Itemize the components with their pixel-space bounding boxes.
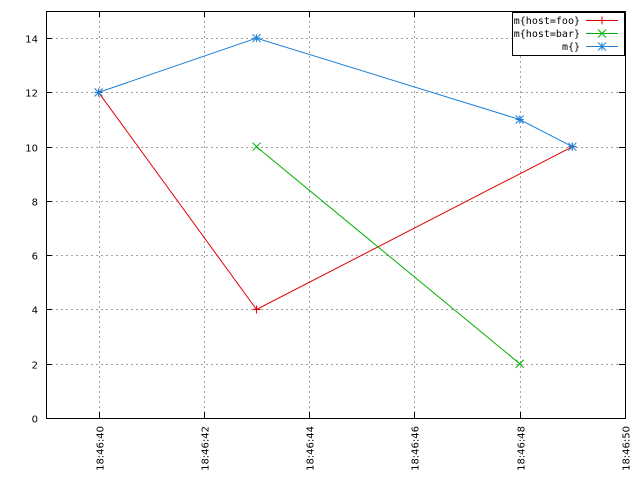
x-tick-label: 18:46:48 <box>517 426 528 471</box>
legend-label: m{} <box>562 42 580 53</box>
grid <box>46 11 626 419</box>
series-lines <box>98 37 573 365</box>
series-markers <box>94 33 577 369</box>
x-tick-label: 18:46:46 <box>411 426 422 471</box>
y-tick-label: 2 <box>32 361 38 372</box>
legend-marker <box>598 16 606 25</box>
data-point-series-1 <box>515 359 525 369</box>
x-tick-label: 18:46:42 <box>201 426 212 471</box>
y-tick-label: 14 <box>25 35 38 46</box>
legend-label: m{host=foo} <box>514 16 580 27</box>
data-point-series-2 <box>568 142 577 152</box>
data-point-series-2 <box>515 115 525 124</box>
legend: m{host=foo} m{host=bar} m{} <box>512 12 625 56</box>
x-tick-label: 18:46:40 <box>96 426 107 471</box>
y-tick-label: 10 <box>25 144 38 155</box>
data-point-series-1 <box>252 142 261 152</box>
y-tick-label: 12 <box>25 89 38 100</box>
data-point-series-2 <box>94 88 103 97</box>
x-tick-label: 18:46:44 <box>306 426 317 471</box>
data-point-series-2 <box>252 33 261 43</box>
x-axis: 18:46:40 18:46:42 18:46:44 18:46:46 18:46:48… <box>96 11 633 471</box>
y-tick-label: 6 <box>32 252 38 263</box>
series-line-1 <box>256 146 521 365</box>
y-tick-label: 4 <box>32 306 38 317</box>
plot-border <box>46 11 626 419</box>
data-point-series-0 <box>252 305 261 314</box>
y-tick-label: 8 <box>32 198 38 209</box>
y-tick-label: 0 <box>32 415 38 426</box>
series-line-0 <box>98 92 573 311</box>
legend-marker <box>597 42 607 51</box>
series-line-2 <box>98 37 573 148</box>
plot-frame <box>46 11 626 419</box>
x-tick-label: 18:46:50 <box>622 426 633 471</box>
legend-marker <box>597 29 607 38</box>
legend-label: m{host=bar} <box>514 29 580 40</box>
y-axis: 0 2 4 6 8 10 12 14 <box>25 35 625 426</box>
